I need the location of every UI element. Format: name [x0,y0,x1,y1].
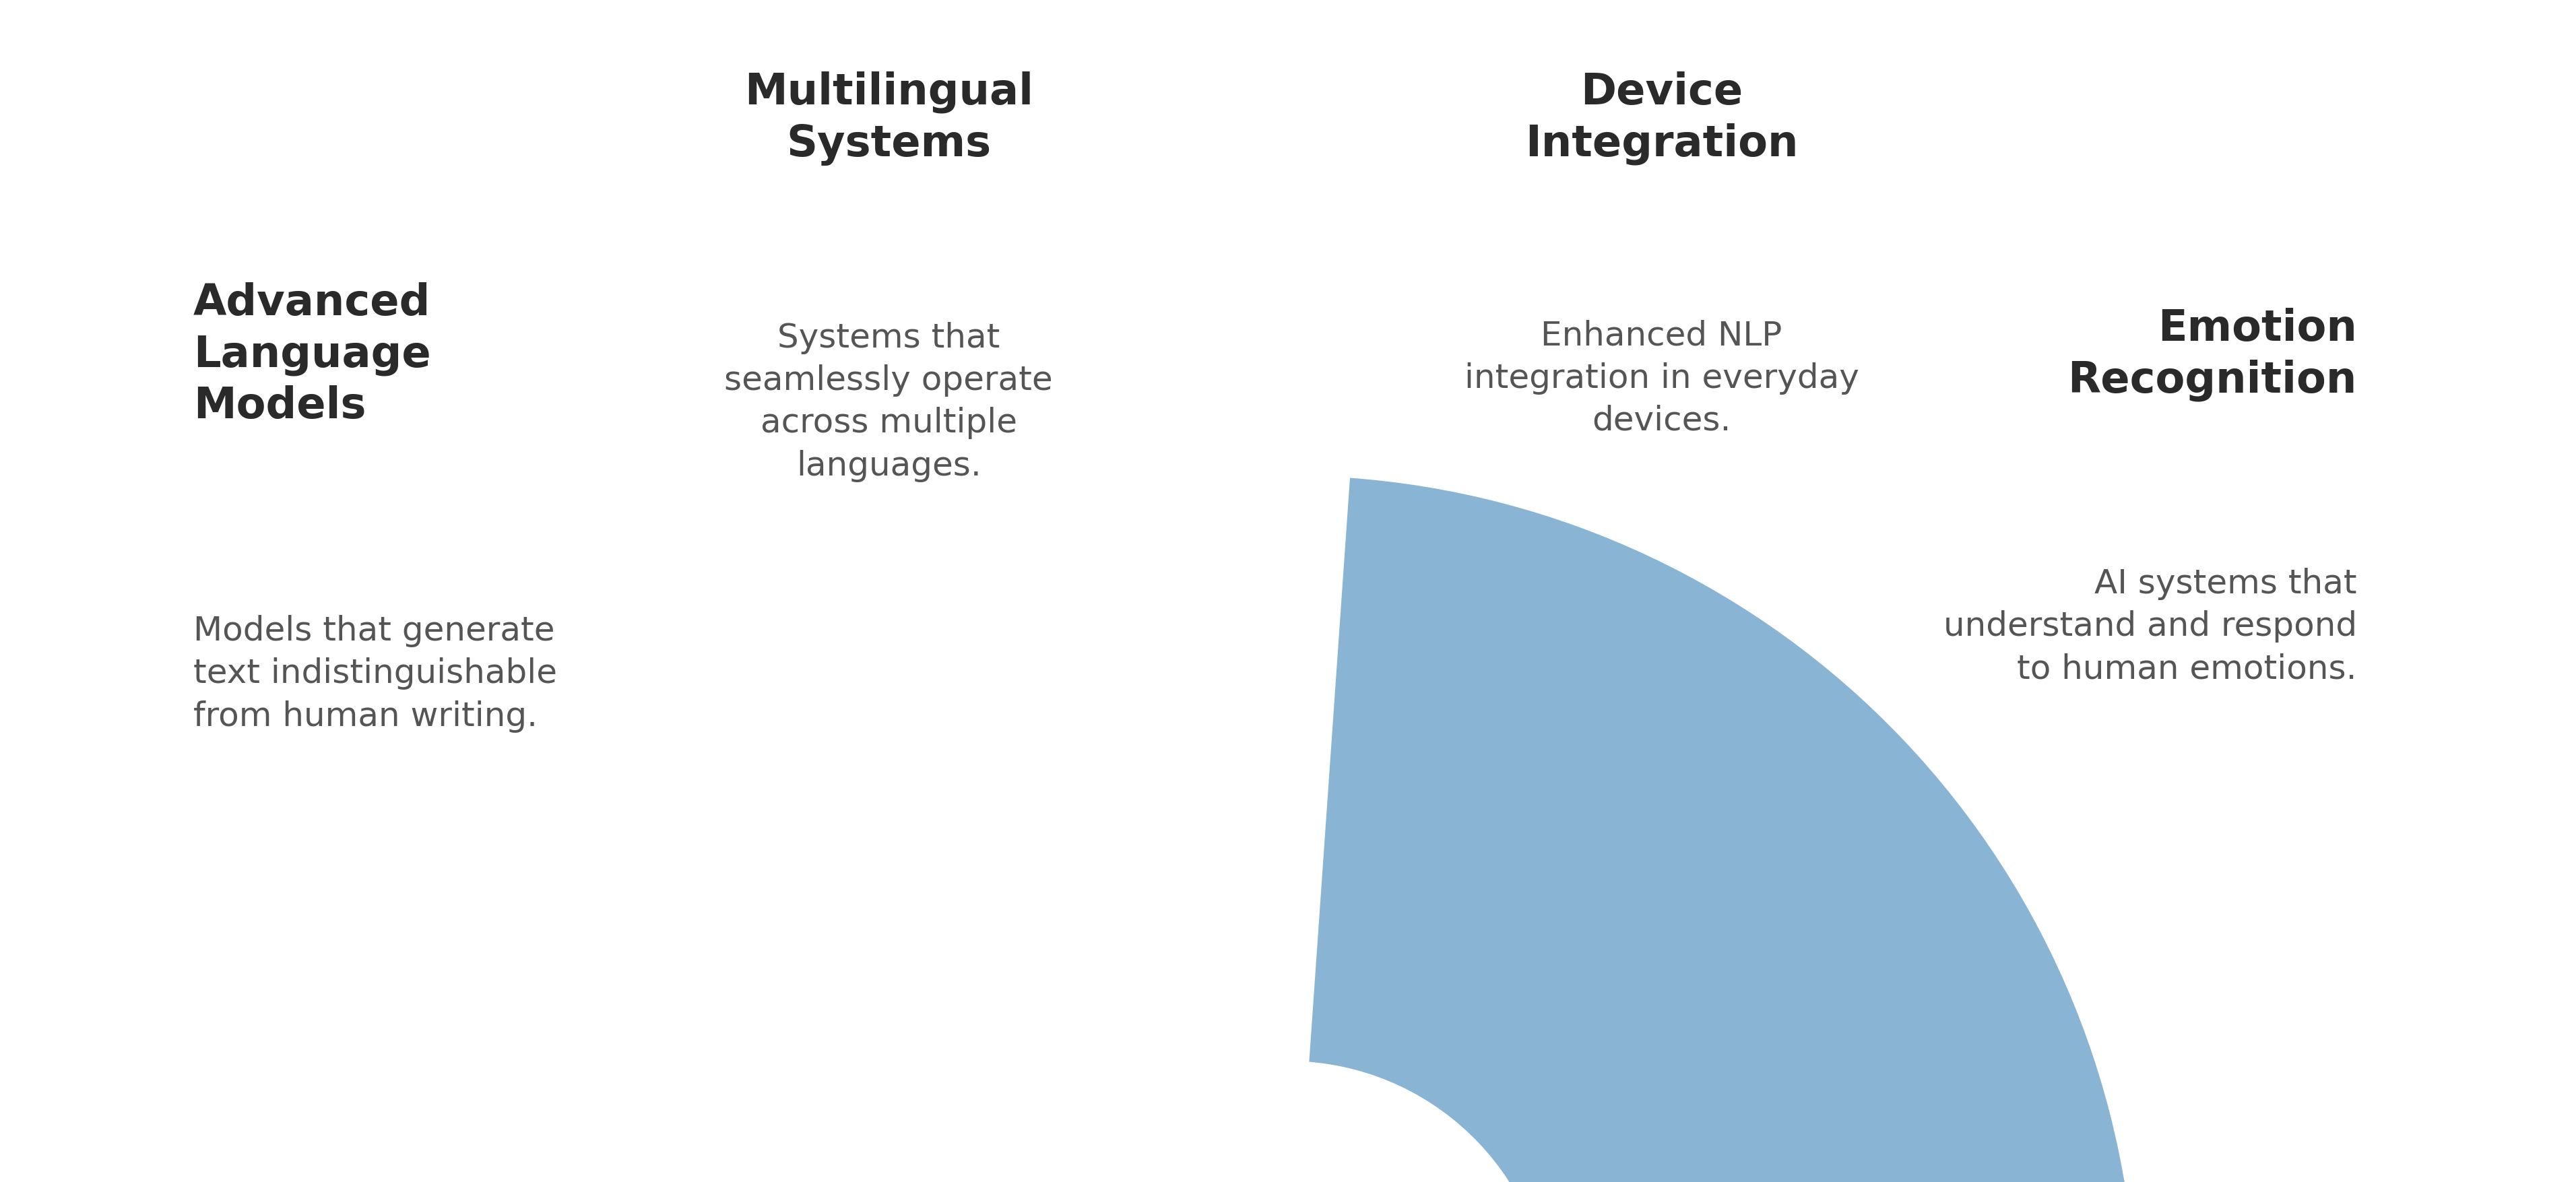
Text: Systems that
seamlessly operate
across multiple
languages.: Systems that seamlessly operate across m… [724,322,1054,482]
Wedge shape [1306,475,2138,1182]
Text: Advanced
Language
Models: Advanced Language Models [193,281,430,428]
Text: Enhanced NLP
integration in everyday
devices.: Enhanced NLP integration in everyday dev… [1463,319,1860,437]
Text: AI systems that
understand and respond
to human emotions.: AI systems that understand and respond t… [1942,567,2357,686]
Text: Multilingual
Systems: Multilingual Systems [744,71,1033,165]
Text: Device
Integration: Device Integration [1525,71,1798,165]
Text: Emotion
Recognition: Emotion Recognition [2069,307,2357,402]
Text: Models that generate
text indistinguishable
from human writing.: Models that generate text indistinguisha… [193,615,556,733]
